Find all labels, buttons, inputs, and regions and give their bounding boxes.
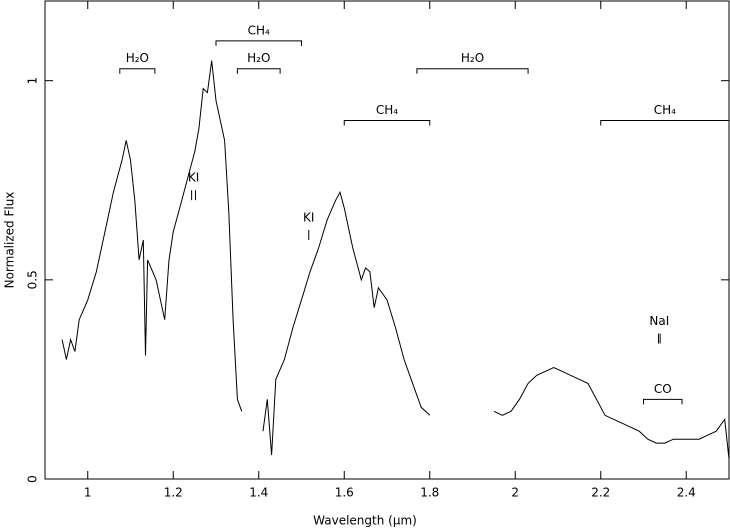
band-bracket <box>343 120 431 126</box>
band-label: H₂O <box>126 51 149 65</box>
band-label: H₂O <box>461 51 484 65</box>
line-label: NaI <box>649 314 669 328</box>
spectrum-line <box>61 60 730 460</box>
y-tick-label: 0 <box>26 475 40 483</box>
band-label: CH₄ <box>248 23 270 37</box>
band-label: CH₄ <box>376 103 398 117</box>
band-label: CO <box>654 382 672 396</box>
plot-frame <box>44 0 730 480</box>
line-label: KI <box>303 211 314 225</box>
x-tick-label: 2.2 <box>591 486 610 500</box>
y-axis-label: Normalized Flux <box>3 192 17 289</box>
y-tick-label: 0.5 <box>26 270 40 289</box>
x-tick-label: 1 <box>84 486 92 500</box>
x-tick-label: 2 <box>511 486 519 500</box>
band-bracket <box>416 68 529 74</box>
band-bracket <box>600 120 730 126</box>
y-tick-label: 1 <box>26 77 40 85</box>
x-tick-label: 1.8 <box>420 486 439 500</box>
x-tick-label: 1.2 <box>164 486 183 500</box>
band-bracket <box>643 398 683 405</box>
x-tick-label: 2.4 <box>677 486 696 500</box>
band-label: CH₄ <box>654 103 676 117</box>
line-label: KI <box>188 171 199 185</box>
x-axis-label: Wavelength (μm) <box>313 514 417 528</box>
band-bracket <box>119 68 156 74</box>
band-bracket <box>215 40 302 46</box>
x-tick-label: 1.6 <box>335 486 354 500</box>
band-bracket <box>236 68 281 74</box>
x-tick-label: 1.4 <box>249 486 268 500</box>
band-label: H₂O <box>247 51 270 65</box>
